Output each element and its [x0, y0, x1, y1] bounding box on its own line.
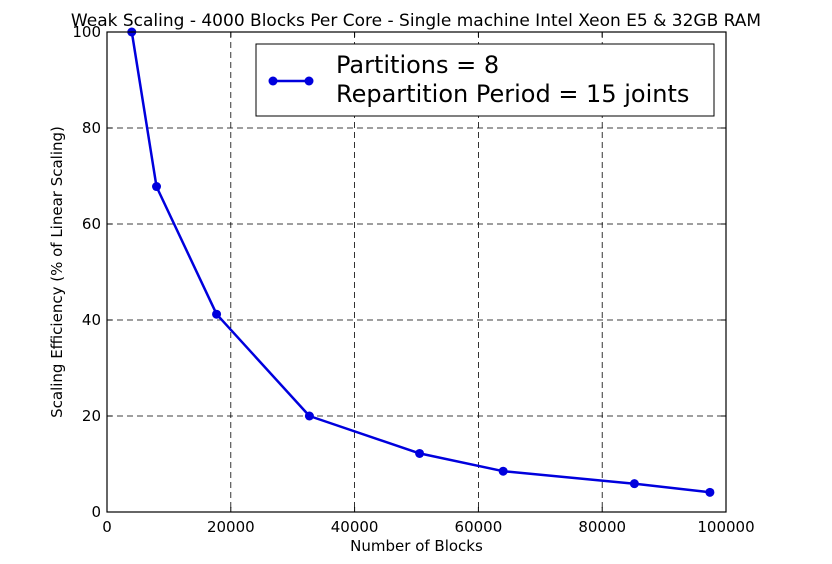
y-tick-label: 100 — [72, 23, 101, 41]
chart-title: Weak Scaling - 4000 Blocks Per Core - Si… — [71, 11, 761, 31]
y-axis-label: Scaling Efficiency (% of Linear Scaling) — [48, 126, 66, 418]
x-tick-label: 40000 — [331, 518, 379, 536]
data-point — [705, 487, 715, 497]
y-tick-label: 0 — [91, 503, 101, 521]
ticks: 0 20000 40000 60000 80000 100000 0 20 40 60 80 100 — [72, 23, 754, 536]
data-point — [304, 411, 314, 421]
y-tick-label: 40 — [82, 311, 101, 329]
legend-text-2: Repartition Period = 15 joints — [336, 80, 689, 108]
data-point — [152, 182, 162, 192]
legend-text-1: Partitions = 8 — [336, 51, 499, 79]
x-tick-label: 20000 — [207, 518, 255, 536]
data-point — [629, 479, 639, 489]
data-point — [415, 448, 425, 458]
series-layer — [127, 27, 715, 497]
legend-box — [255, 43, 715, 117]
plot-frame — [106, 31, 727, 513]
legend-marker — [268, 76, 278, 86]
x-tick-label: 0 — [102, 518, 112, 536]
y-tick-label: 20 — [82, 407, 101, 425]
series-line — [130, 31, 711, 494]
legend-marker — [304, 76, 314, 86]
x-tick-label: 100000 — [697, 518, 754, 536]
y-tick-label: 80 — [82, 119, 101, 137]
legend: Partitions = 8 Repartition Period = 15 j… — [255, 43, 715, 117]
x-tick-label: 60000 — [455, 518, 503, 536]
data-point — [498, 466, 508, 476]
x-tick-label: 80000 — [578, 518, 626, 536]
x-axis-label: Number of Blocks — [350, 537, 483, 555]
y-tick-label: 60 — [82, 215, 101, 233]
data-point — [212, 309, 222, 319]
